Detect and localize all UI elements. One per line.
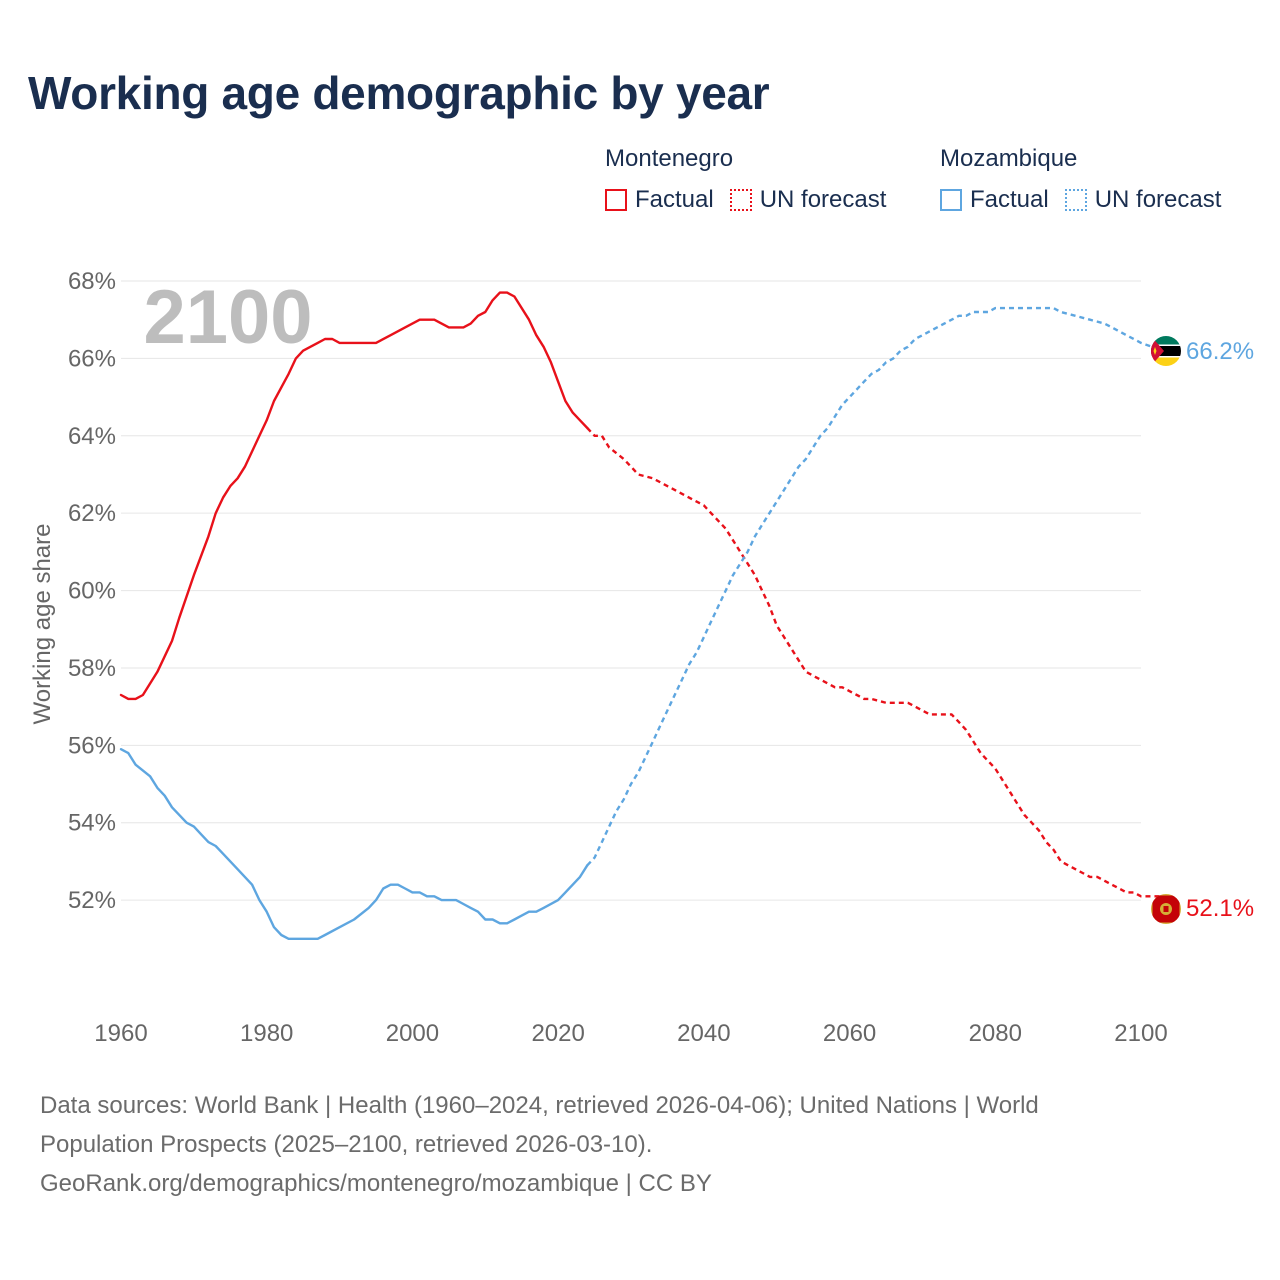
- legend-montenegro-factual[interactable]: Factual: [605, 186, 714, 214]
- end-label-montenegro: 52.1%: [1186, 895, 1254, 922]
- series-mozambique-factual: [119, 748, 589, 940]
- flag-montenegro-icon: [1151, 894, 1181, 924]
- legend-label: Factual: [635, 186, 714, 213]
- series-lines: [119, 291, 1164, 940]
- x-tick-label: 2060: [823, 1020, 876, 1047]
- x-tick-label: 1980: [240, 1020, 293, 1047]
- swatch-dotted-icon: [1064, 189, 1087, 211]
- y-axis-title: Working age share: [29, 524, 56, 725]
- footer-sources: Data sources: World Bank | Health (1960–…: [40, 1086, 1240, 1203]
- y-axis: 52% 54% 56% 58% 60% 62% 64% 66% 68%: [68, 268, 116, 914]
- x-tick-label: 2040: [677, 1020, 730, 1047]
- legend-mozambique: Mozambique Factual UN forecast: [940, 144, 1237, 214]
- series-mozambique-forecast: [586, 306, 1164, 867]
- y-tick-label: 54%: [68, 810, 116, 837]
- swatch-dotted-icon: [729, 189, 752, 211]
- y-tick-label: 56%: [68, 732, 116, 759]
- legend-montenegro-forecast[interactable]: UN forecast: [729, 186, 887, 214]
- legend-country-mozambique: Mozambique: [940, 145, 1078, 172]
- footer-line-3: GeoRank.org/demographics/montenegro/moza…: [40, 1170, 712, 1197]
- legend-mozambique-factual[interactable]: Factual: [940, 186, 1049, 214]
- x-axis: 1960 1980 2000 2020 2040 2060 2080 2100: [94, 1020, 1167, 1047]
- footer-line-1: Data sources: World Bank | Health (1960–…: [40, 1092, 1039, 1119]
- x-tick-label: 1960: [94, 1020, 147, 1047]
- x-tick-label: 2000: [386, 1020, 439, 1047]
- chart-area: 2100 52% 54% 56% 58% 60% 62% 64% 66% 68% 1960 198…: [29, 268, 1254, 1047]
- x-tick-label: 2080: [969, 1020, 1022, 1047]
- swatch-solid-icon: [605, 189, 627, 211]
- legend-montenegro: Montenegro Factual UN forecast: [605, 144, 902, 214]
- flag-mozambique-icon: [1151, 336, 1181, 366]
- legend-label: Factual: [970, 186, 1049, 213]
- chart-title: Working age demographic by year: [28, 67, 770, 119]
- series-montenegro-factual: [119, 291, 589, 701]
- x-tick-label: 2100: [1114, 1020, 1167, 1047]
- y-tick-label: 60%: [68, 578, 116, 605]
- y-tick-label: 52%: [68, 887, 116, 914]
- legend-mozambique-forecast[interactable]: UN forecast: [1064, 186, 1222, 214]
- gridlines: [121, 280, 1141, 901]
- series-montenegro-forecast: [586, 427, 1163, 898]
- x-tick-label: 2020: [531, 1020, 584, 1047]
- year-watermark: 2100: [143, 275, 312, 360]
- legend-label: UN forecast: [1094, 186, 1222, 213]
- swatch-solid-icon: [940, 189, 962, 211]
- y-tick-label: 62%: [68, 500, 116, 527]
- y-tick-label: 66%: [68, 345, 116, 372]
- legend-country-montenegro: Montenegro: [605, 145, 734, 172]
- y-tick-label: 64%: [68, 423, 116, 450]
- y-tick-label: 68%: [68, 268, 116, 295]
- y-tick-label: 58%: [68, 655, 116, 682]
- legend-label: UN forecast: [759, 186, 887, 213]
- footer-line-2: Population Prospects (2025–2100, retriev…: [40, 1131, 653, 1158]
- end-label-mozambique: 66.2%: [1186, 338, 1254, 365]
